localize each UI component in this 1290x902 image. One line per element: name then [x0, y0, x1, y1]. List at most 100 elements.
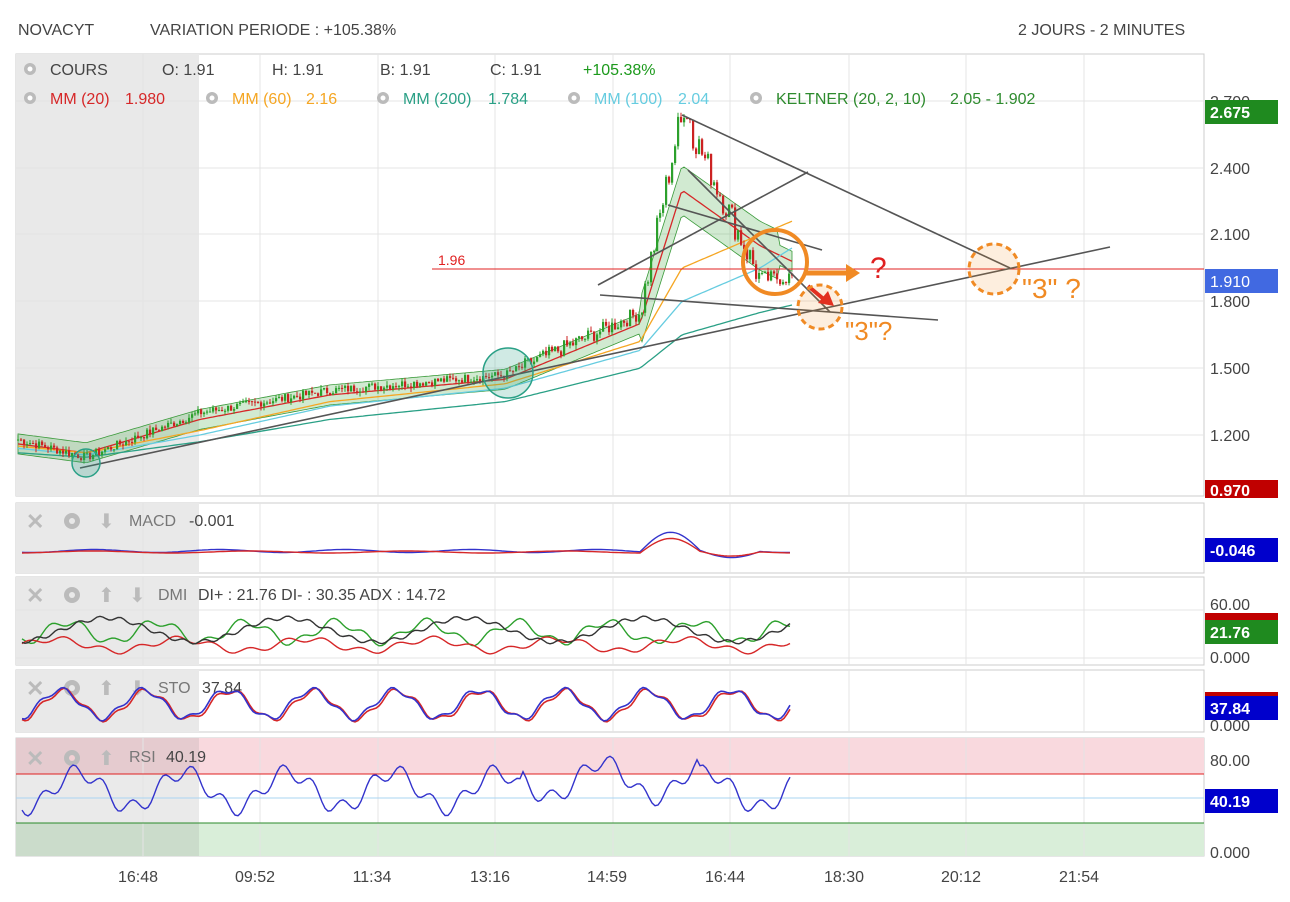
- rsi-badge: [1205, 789, 1278, 813]
- candle-body: [473, 380, 476, 382]
- sto-controls: ✕ ⬆ ⬇ STO 37.84: [26, 676, 242, 701]
- level-line-label: 1.96: [438, 252, 465, 268]
- candle-body: [545, 350, 548, 356]
- candle-body: [389, 385, 392, 390]
- arrow-down-icon[interactable]: ⬇: [98, 511, 115, 533]
- candle-body: [491, 375, 494, 378]
- candle-body: [446, 376, 449, 382]
- candle-body: [293, 395, 296, 399]
- candle-body: [368, 384, 371, 387]
- candle-body: [272, 401, 275, 404]
- mm200-gear-icon[interactable]: [377, 92, 389, 104]
- candle-body: [719, 194, 722, 196]
- candle-body: [542, 350, 545, 355]
- candle-body: [515, 366, 518, 372]
- candle-body: [665, 176, 668, 205]
- candle-body: [650, 251, 653, 283]
- sto-y-tick: 0.000: [1210, 718, 1250, 735]
- candle-body: [662, 204, 665, 213]
- candle-body: [269, 402, 272, 404]
- mm20-label: MM (20): [50, 91, 110, 108]
- gear-icon[interactable]: [64, 513, 80, 529]
- candle-body: [686, 117, 689, 119]
- candle-body: [113, 449, 116, 451]
- arrow-up-icon[interactable]: ⬆: [98, 585, 115, 607]
- candle-body: [146, 429, 149, 439]
- sto-badge-text: 37.84: [1210, 701, 1250, 718]
- trendline-resistance: [681, 114, 1011, 269]
- candle-body: [44, 444, 47, 448]
- candle-body: [89, 452, 92, 460]
- settings-gear-icon[interactable]: [24, 63, 36, 75]
- candle-body: [203, 412, 206, 415]
- candle-body: [281, 397, 284, 401]
- arrow-up-icon[interactable]: ⬆: [98, 678, 115, 700]
- high-value: H: 1.91: [272, 62, 324, 79]
- candle-body: [50, 445, 53, 450]
- candle-body: [731, 204, 734, 208]
- mm100-label: MM (100): [594, 91, 662, 108]
- candle-body: [83, 452, 86, 460]
- gear-icon[interactable]: [64, 587, 80, 603]
- candle-body: [572, 342, 575, 346]
- candle-body: [119, 440, 122, 445]
- close-icon[interactable]: ✕: [26, 676, 44, 701]
- x-tick: 14:59: [587, 869, 627, 886]
- candle-body: [200, 409, 203, 415]
- macd-value: -0.001: [189, 513, 234, 530]
- candle-body: [32, 443, 35, 445]
- candle-body: [521, 366, 524, 368]
- pivot-circle-2: [482, 347, 534, 399]
- candle-body: [617, 327, 620, 330]
- candle-body: [167, 422, 170, 428]
- dmi-controls: ✕ ⬆ ⬇ DMI DI+ : 21.76 DI- : 30.35 ADX : …: [26, 583, 446, 608]
- candle-body: [170, 422, 173, 424]
- macd-label: MACD: [129, 513, 176, 530]
- candle-body: [581, 336, 584, 340]
- candle-body: [38, 441, 41, 448]
- candle-body: [512, 371, 515, 373]
- keltner-gear-icon[interactable]: [750, 92, 762, 104]
- candle-body: [647, 282, 650, 284]
- gear-icon[interactable]: [64, 750, 80, 766]
- arrow-down-icon[interactable]: ⬇: [129, 585, 146, 607]
- candle-body: [125, 441, 128, 446]
- candle-body: [551, 346, 554, 352]
- candle-body: [17, 439, 20, 441]
- candle-body: [329, 393, 332, 395]
- candle-body: [443, 378, 446, 382]
- candle-body: [182, 420, 185, 424]
- candle-body: [134, 435, 137, 443]
- dmi-label: DMI: [158, 587, 187, 604]
- candle-body: [92, 455, 95, 460]
- candle-body: [302, 390, 305, 400]
- mm60-gear-icon[interactable]: [206, 92, 218, 104]
- close-icon[interactable]: ✕: [26, 746, 44, 771]
- mm20-gear-icon[interactable]: [24, 92, 36, 104]
- candle-body: [692, 119, 695, 149]
- rsi-label: RSI: [129, 749, 156, 766]
- candle-body: [80, 458, 83, 460]
- close-icon[interactable]: ✕: [26, 583, 44, 608]
- dmi-minus-line: [21, 635, 791, 655]
- candle-body: [458, 380, 461, 382]
- candle-body: [506, 370, 509, 379]
- close-icon[interactable]: ✕: [26, 509, 44, 534]
- candle-body: [713, 182, 716, 186]
- candle-body: [284, 394, 287, 401]
- candle-body: [764, 271, 767, 273]
- candle-body: [230, 405, 233, 411]
- candle-body: [110, 447, 113, 450]
- candle-body: [287, 394, 290, 403]
- rsi-line: [21, 755, 791, 817]
- candle-body: [773, 271, 776, 274]
- arrow-up-icon[interactable]: ⬆: [98, 748, 115, 770]
- candle-body: [188, 417, 191, 423]
- candle-body: [554, 346, 557, 352]
- price-current-badge: [1205, 269, 1278, 293]
- candle-body: [257, 402, 260, 404]
- x-tick: 16:44: [705, 869, 745, 886]
- candle-body: [122, 444, 125, 446]
- mm100-gear-icon[interactable]: [568, 92, 580, 104]
